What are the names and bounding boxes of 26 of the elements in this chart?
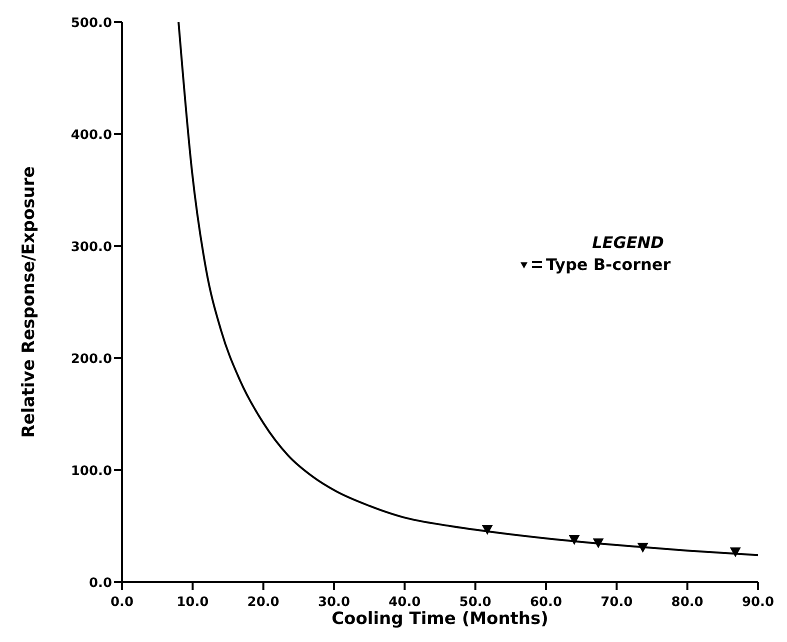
x-tick-label: 60.0 xyxy=(530,595,562,610)
point xyxy=(568,535,580,545)
x-tick-label: 20.0 xyxy=(247,595,280,610)
x-tick-label: 0.0 xyxy=(110,595,134,610)
x-tick-label: 80.0 xyxy=(671,595,704,610)
line-series xyxy=(178,22,758,556)
x-tick-label: 30.0 xyxy=(318,595,350,610)
point xyxy=(482,524,493,535)
x-tick-label: 50.0 xyxy=(459,595,492,610)
legend-label: Type B-corner xyxy=(546,255,671,274)
y-tick-label: 0.0 xyxy=(88,576,112,591)
x-tick-label: 90.0 xyxy=(742,595,774,610)
y-tick-label: 100.0 xyxy=(70,464,112,479)
y-tick-label: 200.0 xyxy=(70,352,112,367)
y-tick-label: 500.0 xyxy=(70,16,112,31)
x-axis-title: Cooling Time (Months) xyxy=(332,609,548,629)
y-axis-title: Relative Response/Exposure xyxy=(19,166,39,438)
x-tick-label: 40.0 xyxy=(388,595,421,610)
point xyxy=(730,547,741,558)
point xyxy=(637,542,648,553)
y-tick-label: 300.0 xyxy=(70,240,112,255)
x-tick-label: 10.0 xyxy=(176,595,209,610)
point xyxy=(592,538,604,548)
y-tick-label: 400.0 xyxy=(70,128,112,143)
x-tick-label: 70.0 xyxy=(600,595,633,610)
legend-title: LEGEND xyxy=(592,233,664,252)
